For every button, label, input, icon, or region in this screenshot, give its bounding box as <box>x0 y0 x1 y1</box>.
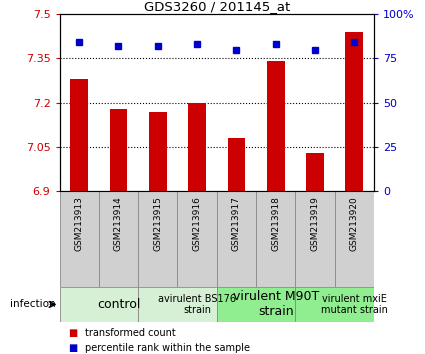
Text: control: control <box>97 298 140 311</box>
Bar <box>60 191 99 287</box>
Bar <box>217 191 256 287</box>
Bar <box>138 287 217 322</box>
Text: GSM213914: GSM213914 <box>114 196 123 251</box>
Bar <box>217 287 295 322</box>
Text: avirulent BS176
strain: avirulent BS176 strain <box>158 293 236 315</box>
Bar <box>188 103 206 191</box>
Bar <box>60 287 138 322</box>
Text: virulent M90T
strain: virulent M90T strain <box>232 290 319 319</box>
Text: GSM213916: GSM213916 <box>193 196 201 251</box>
Text: virulent mxiE
mutant strain: virulent mxiE mutant strain <box>321 293 388 315</box>
Text: GSM213920: GSM213920 <box>350 196 359 251</box>
Text: GSM213915: GSM213915 <box>153 196 162 251</box>
Bar <box>138 191 178 287</box>
Bar <box>256 191 295 287</box>
Bar <box>149 112 167 191</box>
Bar <box>227 138 245 191</box>
Text: percentile rank within the sample: percentile rank within the sample <box>85 343 250 353</box>
Bar <box>110 109 128 191</box>
Title: GDS3260 / 201145_at: GDS3260 / 201145_at <box>144 0 290 13</box>
Text: GSM213918: GSM213918 <box>271 196 280 251</box>
Text: GSM213913: GSM213913 <box>75 196 84 251</box>
Bar <box>295 191 335 287</box>
Text: ■: ■ <box>68 328 77 338</box>
Text: transformed count: transformed count <box>85 328 176 338</box>
Bar <box>295 287 374 322</box>
Bar <box>306 153 324 191</box>
Text: infection: infection <box>10 299 55 309</box>
Bar <box>178 191 217 287</box>
Bar <box>99 191 138 287</box>
Bar <box>335 191 374 287</box>
Text: ■: ■ <box>68 343 77 353</box>
Text: GSM213919: GSM213919 <box>311 196 320 251</box>
Bar <box>346 32 363 191</box>
Text: GSM213917: GSM213917 <box>232 196 241 251</box>
Bar <box>267 61 285 191</box>
Bar <box>70 79 88 191</box>
